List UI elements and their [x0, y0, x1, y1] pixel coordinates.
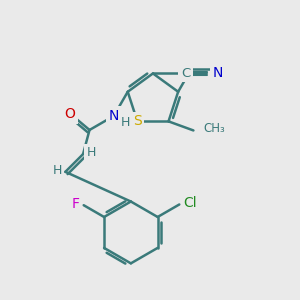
- Text: H: H: [52, 164, 62, 177]
- Text: C: C: [181, 67, 190, 80]
- Text: O: O: [64, 107, 75, 121]
- Text: N: N: [109, 109, 119, 123]
- Text: N: N: [213, 66, 223, 80]
- Text: F: F: [71, 197, 79, 211]
- Text: CH₃: CH₃: [204, 122, 226, 136]
- Text: H: H: [120, 116, 130, 129]
- Text: H: H: [87, 146, 96, 159]
- Text: Cl: Cl: [184, 196, 197, 210]
- Text: S: S: [133, 114, 142, 128]
